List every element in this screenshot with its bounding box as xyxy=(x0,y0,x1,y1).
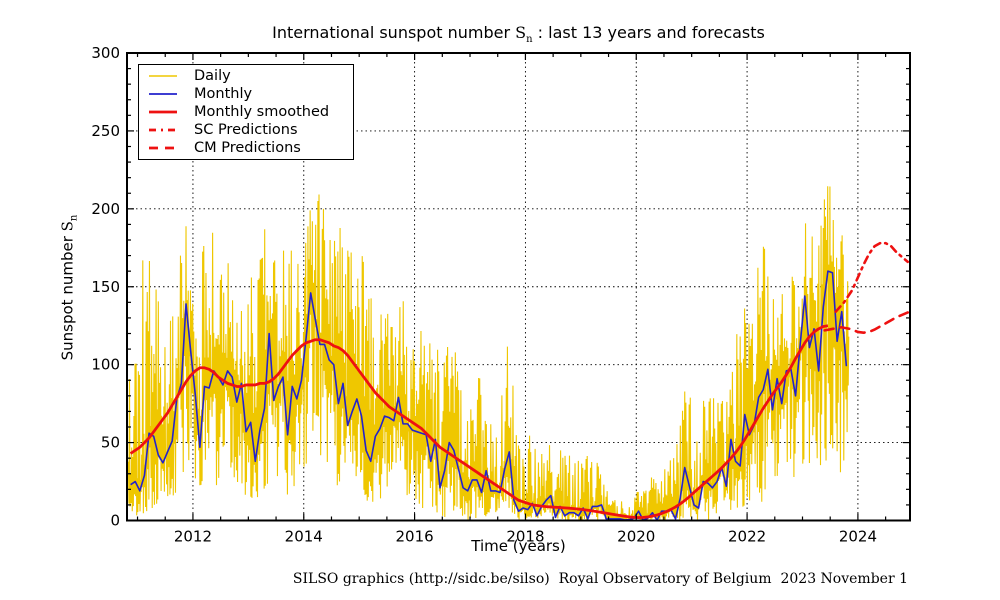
legend-label-monthly-smoothed: Monthly smoothed xyxy=(194,103,330,120)
sc-predictions-line-sample xyxy=(149,128,177,132)
title-prefix: International sunspot number xyxy=(272,23,516,42)
legend-label-sc-predictions: SC Predictions xyxy=(194,121,298,138)
data-series xyxy=(127,186,910,521)
y-tick-label: 250 xyxy=(91,122,120,140)
y-tick-label: 0 xyxy=(110,512,120,530)
legend-entry-daily: Daily xyxy=(139,67,353,85)
legend-entry-monthly-smoothed: Monthly smoothed xyxy=(139,103,353,121)
legend-box: Daily Monthly Monthly smoothed SC Predic… xyxy=(138,64,354,160)
y-tick-label: 200 xyxy=(91,200,120,218)
x-tick-label: 2012 xyxy=(174,528,212,546)
x-tick-label: 2018 xyxy=(506,528,544,546)
legend-label-monthly: Monthly xyxy=(194,85,253,102)
chart-title: International sunspot number Sn : last 1… xyxy=(127,23,910,45)
legend-label-cm-predictions: CM Predictions xyxy=(194,139,301,156)
cm-predictions-line-sample xyxy=(149,146,177,150)
y-axis-sn-subscript: n xyxy=(68,214,80,222)
title-sn-subscript: n xyxy=(526,34,533,46)
y-tick-label: 100 xyxy=(91,356,120,374)
axis-ticks xyxy=(127,52,910,522)
y-axis-label: Sunspot number Sn xyxy=(59,138,80,438)
monthly-smoothed-series-line xyxy=(129,324,829,519)
x-tick-label: 2016 xyxy=(396,528,434,546)
legend-entry-sc-predictions: SC Predictions xyxy=(139,121,353,139)
monthly-series-line xyxy=(130,270,848,521)
credit-line: SILSO graphics (http://sidc.be/silso) Ro… xyxy=(292,571,908,587)
legend-entry-cm-predictions: CM Predictions xyxy=(139,139,353,157)
title-sn-symbol: S xyxy=(515,23,527,42)
y-axis-label-text: Sunspot number xyxy=(58,231,77,361)
tick-labels: 2012 2014 2016 2018 2020 2022 2024 0 50 100 150 200… xyxy=(91,44,877,546)
monthly-smoothed-line-sample xyxy=(149,110,177,114)
legend-label-daily: Daily xyxy=(194,67,231,84)
monthly-line-sample xyxy=(149,93,177,95)
y-tick-label: 300 xyxy=(91,44,120,62)
daily-series-line xyxy=(127,186,850,521)
cm-predictions-line xyxy=(823,311,910,335)
daily-line-sample xyxy=(149,75,177,77)
x-tick-label: 2022 xyxy=(728,528,766,546)
sc-predictions-line xyxy=(834,241,910,313)
x-tick-label: 2014 xyxy=(285,528,323,546)
y-tick-label: 150 xyxy=(91,278,120,296)
x-tick-label: 2024 xyxy=(839,528,877,546)
legend-entry-monthly: Monthly xyxy=(139,85,353,103)
title-suffix: : last 13 years and forecasts xyxy=(532,23,765,42)
y-tick-label: 50 xyxy=(101,434,120,452)
x-axis-label: Time (years) xyxy=(471,537,566,555)
x-tick-label: 2020 xyxy=(617,528,655,546)
y-axis-sn-symbol: S xyxy=(58,221,77,232)
